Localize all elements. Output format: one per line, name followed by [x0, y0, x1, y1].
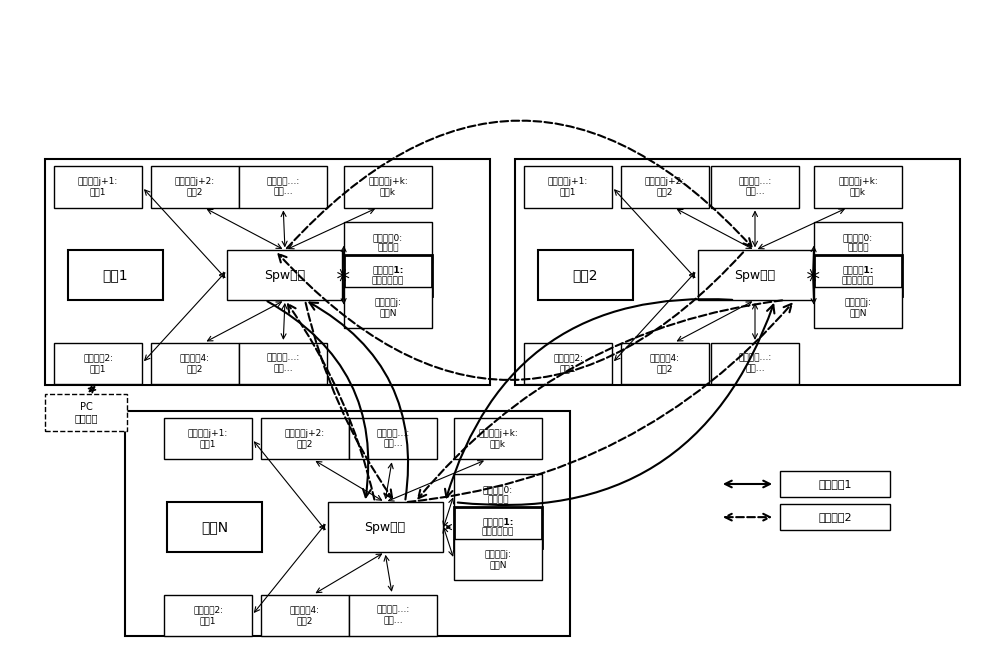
Bar	[125, 411, 570, 636]
Text: 物理地址1:
路由信息采集: 物理地址1: 路由信息采集	[482, 517, 514, 537]
Text: 物理地址j+2:
接口2: 物理地址j+2: 接口2	[645, 177, 685, 197]
Bar	[45, 394, 127, 431]
Text: 物理地址j+k:
接口k: 物理地址j+k: 接口k	[838, 177, 878, 197]
Bar	[239, 343, 327, 384]
Bar	[151, 343, 239, 384]
Text: 物理地址j+2:
接口2: 物理地址j+2: 接口2	[175, 177, 215, 197]
Bar	[524, 166, 612, 208]
Bar	[344, 166, 432, 208]
Bar	[780, 471, 890, 497]
Text: 物理地址4:
功能2: 物理地址4: 功能2	[180, 353, 210, 373]
Bar	[349, 595, 437, 636]
Text: 连接方式2: 连接方式2	[818, 512, 852, 522]
Text: Spw路由: Spw路由	[264, 269, 306, 282]
Text: 物理地址j+1:
接口1: 物理地址j+1: 接口1	[548, 177, 588, 197]
Bar	[45, 159, 490, 385]
FancyArrowPatch shape	[458, 305, 774, 505]
Bar	[621, 343, 709, 384]
Text: 物理地址0:
路由配置: 物理地址0: 路由配置	[373, 233, 403, 253]
FancyArrowPatch shape	[445, 299, 732, 497]
Text: 模块N: 模块N	[201, 520, 229, 534]
Text: 物理地址j+k:
接口k: 物理地址j+k: 接口k	[478, 429, 518, 449]
Bar	[454, 418, 542, 459]
Text: 物理地址j:
功能N: 物理地址j: 功能N	[374, 298, 402, 318]
Text: 物理地址…:
功能…: 物理地址…: 功能…	[376, 605, 410, 625]
Bar	[814, 222, 902, 263]
Text: 物理地址j:
功能N: 物理地址j: 功能N	[484, 550, 512, 570]
Bar	[515, 159, 960, 385]
FancyArrowPatch shape	[408, 304, 792, 502]
Bar	[698, 251, 812, 300]
Text: 模块2: 模块2	[572, 268, 598, 282]
Text: 物理地址4:
功能2: 物理地址4: 功能2	[290, 605, 320, 625]
Bar	[454, 474, 542, 515]
Text: PC
路由配置: PC 路由配置	[74, 402, 98, 424]
FancyArrowPatch shape	[418, 300, 782, 499]
Bar	[711, 166, 799, 208]
Bar	[164, 595, 252, 636]
Text: 模块1: 模块1	[102, 268, 128, 282]
Bar	[454, 539, 542, 580]
Bar	[167, 503, 262, 552]
Bar	[151, 166, 239, 208]
Bar	[344, 287, 432, 328]
Bar	[164, 418, 252, 459]
Bar	[227, 251, 342, 300]
Bar	[239, 166, 327, 208]
Bar	[814, 255, 902, 296]
FancyArrowPatch shape	[309, 302, 408, 499]
Bar	[780, 504, 890, 530]
Text: Spw路由: Spw路由	[734, 269, 776, 282]
Bar	[814, 166, 902, 208]
FancyArrowPatch shape	[306, 303, 392, 498]
Text: 物理地址4:
功能2: 物理地址4: 功能2	[650, 353, 680, 373]
Bar	[814, 287, 902, 328]
Text: 物理地址1:
路由信息采集: 物理地址1: 路由信息采集	[372, 265, 404, 285]
Bar	[261, 595, 349, 636]
Text: 物理地址…:
功能…: 物理地址…: 功能…	[738, 353, 772, 373]
Bar	[344, 255, 432, 296]
Text: Spw路由: Spw路由	[364, 520, 406, 534]
Text: 物理地址j+k:
接口k: 物理地址j+k: 接口k	[368, 177, 408, 197]
FancyArrowPatch shape	[267, 302, 371, 497]
Text: 物理地址…:
接口…: 物理地址…: 接口…	[376, 429, 410, 449]
Text: 物理地址j+1:
接口1: 物理地址j+1: 接口1	[78, 177, 118, 197]
Text: 物理地址…:
功能…: 物理地址…: 功能…	[266, 353, 300, 373]
Text: 物理地址j+2:
接口2: 物理地址j+2: 接口2	[285, 429, 325, 449]
Bar	[711, 343, 799, 384]
Text: 连接方式1: 连接方式1	[818, 479, 852, 489]
Text: 物理地址0:
路由配置: 物理地址0: 路由配置	[843, 233, 873, 253]
Bar	[54, 166, 142, 208]
FancyArrowPatch shape	[288, 304, 374, 499]
Bar	[328, 503, 442, 552]
Text: 物理地址…:
接口…: 物理地址…: 接口…	[266, 177, 300, 197]
Bar	[621, 166, 709, 208]
Text: 物理地址2:
功能1: 物理地址2: 功能1	[83, 353, 113, 373]
Bar	[524, 343, 612, 384]
Bar	[261, 418, 349, 459]
Bar	[344, 222, 432, 263]
Bar	[54, 343, 142, 384]
Text: 物理地址0:
路由配置: 物理地址0: 路由配置	[483, 485, 513, 505]
Bar	[68, 251, 162, 300]
Text: 物理地址2:
功能1: 物理地址2: 功能1	[193, 605, 223, 625]
Text: 物理地址…:
接口…: 物理地址…: 接口…	[738, 177, 772, 197]
Text: 物理地址2:
功能1: 物理地址2: 功能1	[553, 353, 583, 373]
FancyArrowPatch shape	[287, 121, 752, 248]
Text: 物理地址j+1:
接口1: 物理地址j+1: 接口1	[188, 429, 228, 449]
FancyArrowPatch shape	[278, 253, 743, 380]
Bar	[349, 418, 437, 459]
Text: 物理地址1:
路由信息采集: 物理地址1: 路由信息采集	[842, 265, 874, 285]
Text: 物理地址j:
功能N: 物理地址j: 功能N	[844, 298, 872, 318]
Bar	[454, 507, 542, 548]
Bar	[538, 251, 633, 300]
